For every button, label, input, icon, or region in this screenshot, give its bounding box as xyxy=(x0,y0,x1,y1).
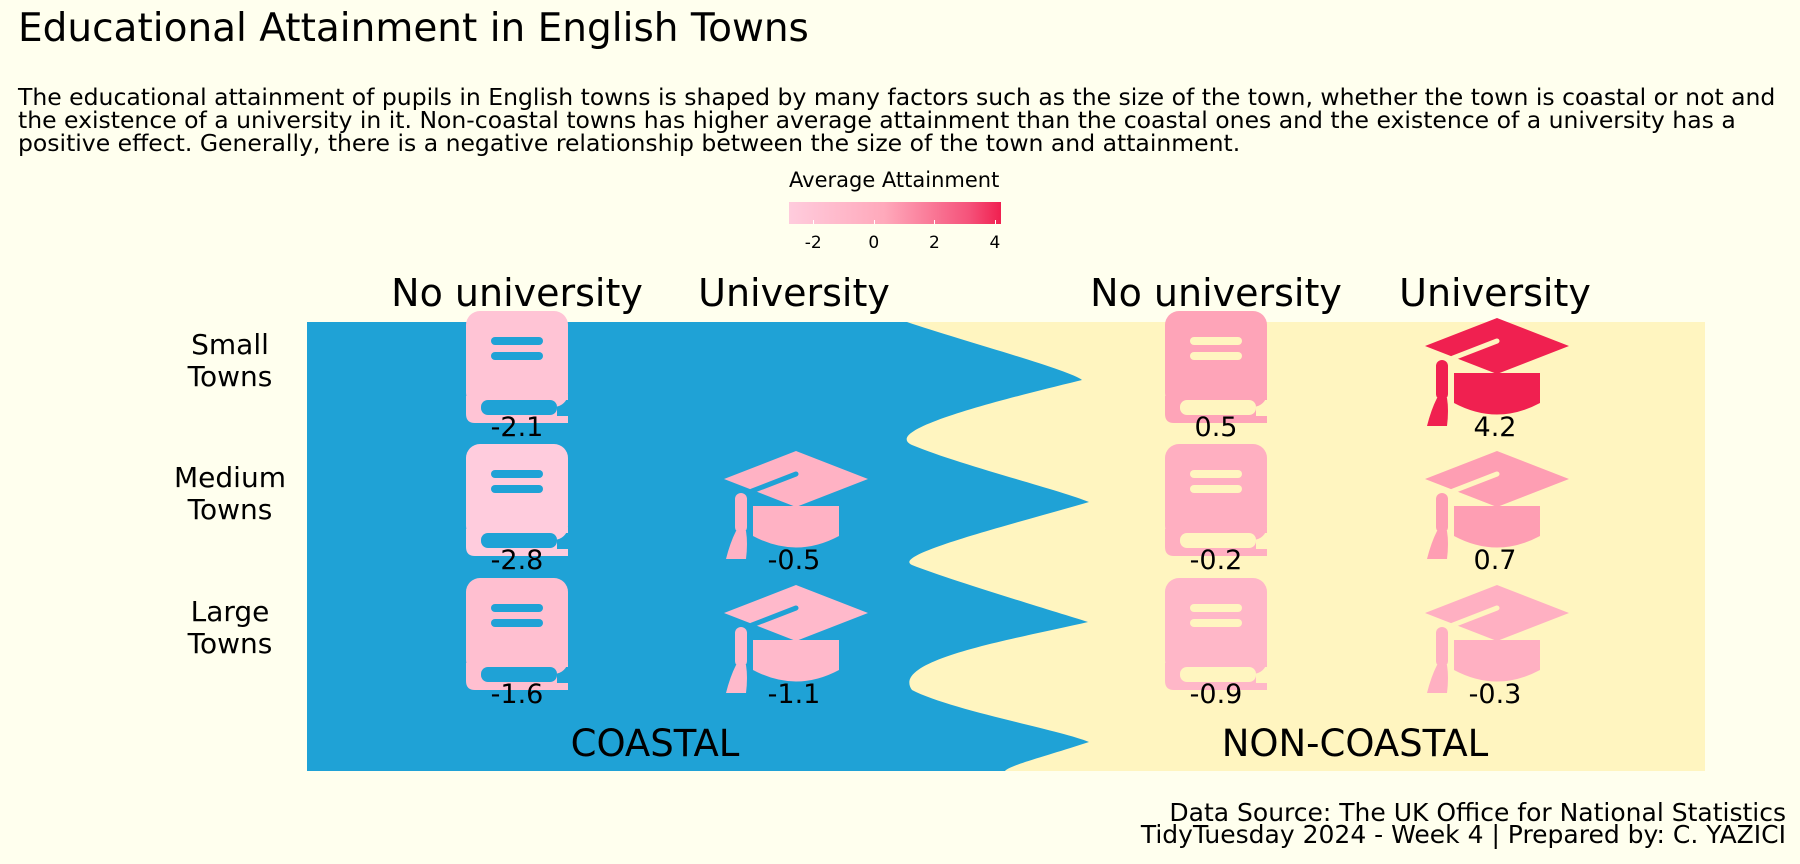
legend-tick-label: 0 xyxy=(868,233,880,253)
legend-tick-label: 4 xyxy=(989,233,1001,253)
region-label: COASTAL xyxy=(571,722,740,765)
data-label: 0.7 xyxy=(1474,545,1517,576)
legend-tick-mark xyxy=(994,220,996,224)
data-label: 4.2 xyxy=(1474,412,1517,443)
book-icon xyxy=(466,444,568,556)
book-icon xyxy=(1165,578,1267,690)
column-header: University xyxy=(1399,271,1591,315)
caption-source: Data Source: The UK Office for National … xyxy=(1169,798,1786,827)
legend-title: Average Attainment xyxy=(789,168,1000,192)
graduation-cap-icon xyxy=(724,585,868,693)
legend-tick-label: -2 xyxy=(804,233,822,253)
row-label: Medium Towns xyxy=(174,461,286,526)
region-label: NON-COASTAL xyxy=(1222,722,1489,765)
data-label: -1.6 xyxy=(491,679,544,710)
data-label: -0.5 xyxy=(768,545,821,576)
book-icon xyxy=(1165,444,1267,556)
data-label: -2.1 xyxy=(491,412,544,443)
book-icon xyxy=(466,578,568,690)
data-label: -2.8 xyxy=(491,545,544,576)
chart-subtitle: The educational attainment of pupils in … xyxy=(18,83,1776,157)
graduation-cap-icon xyxy=(1425,585,1569,693)
book-icon xyxy=(1165,311,1267,423)
column-header: University xyxy=(698,271,890,315)
legend-tick-mark xyxy=(934,220,936,224)
data-label: -0.9 xyxy=(1190,679,1243,710)
graduation-cap-icon xyxy=(724,451,868,559)
column-header: No university xyxy=(391,271,643,315)
row-label: Large Towns xyxy=(187,595,273,660)
legend-tick-mark xyxy=(873,220,875,224)
legend-tick-mark xyxy=(813,220,815,224)
graduation-cap-icon xyxy=(1425,451,1569,559)
data-label: -0.2 xyxy=(1190,545,1243,576)
book-icon xyxy=(466,311,568,423)
legend-tick-label: 2 xyxy=(928,233,940,253)
caption-credit: TidyTuesday 2024 - Week 4 | Prepared by:… xyxy=(1140,820,1786,849)
data-label: -1.1 xyxy=(768,679,821,710)
graduation-cap-icon xyxy=(1425,318,1569,426)
chart-title: Educational Attainment in English Towns xyxy=(18,6,809,51)
column-header: No university xyxy=(1090,271,1342,315)
row-label: Small Towns xyxy=(187,328,273,393)
data-label: 0.5 xyxy=(1195,412,1238,443)
legend-color-bar xyxy=(789,202,1001,224)
data-label: -0.3 xyxy=(1469,679,1522,710)
